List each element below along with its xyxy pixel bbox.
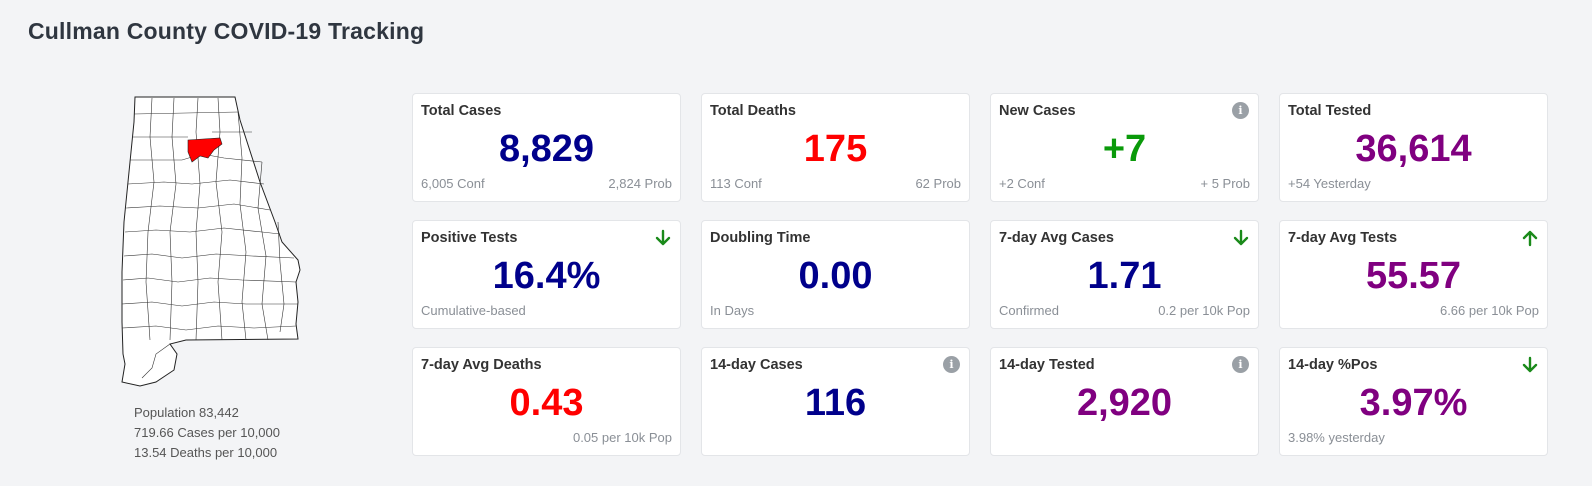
- card-sub-left: 113 Conf: [710, 176, 762, 191]
- card-value: 16.4%: [492, 255, 601, 297]
- stat-card-7day-avg-cases: 7-day Avg Cases 1.71 Confirmed 0.2 per 1…: [990, 220, 1259, 329]
- card-title: New Cases: [999, 103, 1076, 119]
- card-sub-left: +2 Conf: [999, 176, 1045, 191]
- card-sub-right: 0.05 per 10k Pop: [572, 430, 672, 445]
- card-value: 8,829: [498, 128, 595, 170]
- card-value: 175: [803, 128, 868, 170]
- arrow-down-icon: [1521, 356, 1539, 378]
- stat-card-doubling-time: Doubling Time 0.00 In Days: [701, 220, 970, 329]
- card-icon-slot: [943, 229, 961, 247]
- card-title: 14-day Cases: [710, 357, 803, 373]
- info-icon[interactable]: i: [1232, 102, 1249, 119]
- arrow-down-icon: [1232, 229, 1250, 251]
- card-sub-left: 3.98% yesterday: [1288, 430, 1385, 445]
- card-icon-slot: i: [943, 356, 961, 374]
- stat-card-new-cases: New Cases i +7 +2 Conf + 5 Prob: [990, 93, 1259, 202]
- card-title: Total Deaths: [710, 103, 796, 119]
- stat-card-7day-avg-deaths: 7-day Avg Deaths 0.43 0.05 per 10k Pop: [412, 347, 681, 456]
- card-value: 2,920: [1076, 382, 1173, 424]
- card-icon-slot: [1232, 229, 1250, 247]
- card-icon-slot: [1521, 356, 1539, 374]
- card-value: +7: [1102, 128, 1147, 170]
- card-title: 7-day Avg Tests: [1288, 230, 1398, 246]
- arrow-up-icon: [1521, 230, 1539, 251]
- card-value: 55.57: [1365, 255, 1462, 297]
- card-icon-slot: [654, 229, 672, 247]
- card-icon-slot: [943, 102, 961, 120]
- stat-card-total-cases: Total Cases 8,829 6,005 Conf 2,824 Prob: [412, 93, 681, 202]
- card-value: 0.43: [509, 382, 584, 424]
- county-population-info: Population 83,442 719.66 Cases per 10,00…: [134, 403, 280, 463]
- card-value: 116: [804, 382, 867, 424]
- card-sub-right: 6.66 per 10k Pop: [1439, 303, 1539, 318]
- stat-card-14day-tested: 14-day Tested i 2,920: [990, 347, 1259, 456]
- card-title: Doubling Time: [710, 230, 811, 246]
- deaths-per-10k-text: 13.54 Deaths per 10,000: [134, 445, 278, 460]
- alabama-map-svg: [121, 96, 301, 387]
- stat-card-7day-avg-tests: 7-day Avg Tests 55.57 6.66 per 10k Pop: [1279, 220, 1548, 329]
- stat-card-14day-pos: 14-day %Pos 3.97% 3.98% yesterday: [1279, 347, 1548, 456]
- card-icon-slot: [654, 102, 672, 120]
- info-icon[interactable]: i: [1232, 356, 1249, 373]
- card-title: Total Cases: [421, 103, 502, 119]
- stat-card-total-tested: Total Tested 36,614 +54 Yesterday: [1279, 93, 1548, 202]
- stat-card-positive-tests: Positive Tests 16.4% Cumulative-based: [412, 220, 681, 329]
- card-sub-right: 62 Prob: [915, 176, 961, 191]
- county-boundaries: [121, 97, 298, 379]
- card-title: Positive Tests: [421, 230, 518, 246]
- cases-per-10k-text: 719.66 Cases per 10,000: [134, 425, 280, 440]
- card-value: 0.00: [798, 255, 873, 297]
- card-title: 7-day Avg Deaths: [421, 357, 542, 373]
- card-icon-slot: i: [1232, 356, 1250, 374]
- info-icon[interactable]: i: [943, 356, 960, 373]
- card-value: 36,614: [1355, 128, 1472, 170]
- card-title: 14-day Tested: [999, 357, 1095, 373]
- card-icon-slot: [1521, 229, 1539, 247]
- card-sub-left: Cumulative-based: [421, 303, 526, 318]
- stats-grid: Total Cases 8,829 6,005 Conf 2,824 Prob …: [412, 93, 1548, 456]
- card-sub-left: 6,005 Conf: [421, 176, 485, 191]
- card-icon-slot: i: [1232, 102, 1250, 120]
- card-icon-slot: [1521, 102, 1539, 120]
- arrow-down-icon: [654, 229, 672, 251]
- card-value: 3.97%: [1359, 382, 1468, 424]
- stat-card-total-deaths: Total Deaths 175 113 Conf 62 Prob: [701, 93, 970, 202]
- card-sub-left: +54 Yesterday: [1288, 176, 1371, 191]
- alabama-county-map[interactable]: [112, 92, 312, 392]
- page-title: Cullman County COVID-19 Tracking: [28, 18, 425, 44]
- card-title: Total Tested: [1288, 103, 1372, 119]
- card-title: 14-day %Pos: [1288, 357, 1378, 373]
- card-icon-slot: [654, 356, 672, 374]
- stat-card-14day-cases: 14-day Cases i 116: [701, 347, 970, 456]
- card-title: 7-day Avg Cases: [999, 230, 1114, 246]
- cullman-county-highlight[interactable]: [187, 137, 223, 163]
- card-sub-left: Confirmed: [999, 303, 1059, 318]
- card-sub-left: In Days: [710, 303, 755, 318]
- card-sub-right: 2,824 Prob: [608, 176, 672, 191]
- card-sub-right: + 5 Prob: [1200, 176, 1250, 191]
- card-sub-right: 0.2 per 10k Pop: [1158, 303, 1250, 318]
- card-value: 1.71: [1087, 255, 1162, 297]
- population-text: Population 83,442: [134, 405, 239, 420]
